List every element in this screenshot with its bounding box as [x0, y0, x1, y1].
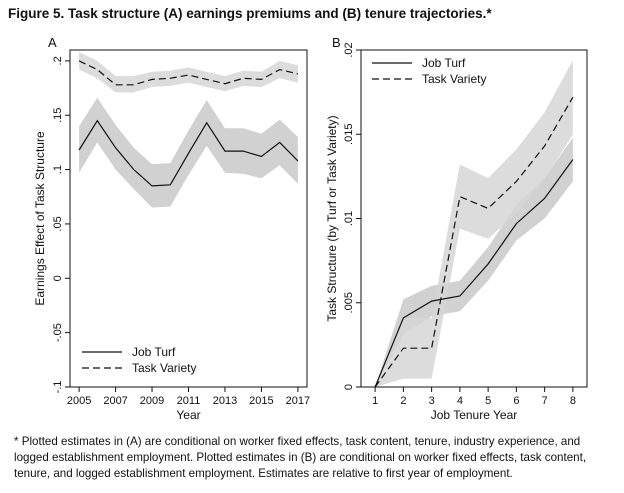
- panel-a-y-tick-label: .1: [52, 165, 64, 174]
- panel-a-x-tick-label: 2005: [67, 395, 91, 407]
- panel-a-legend-label: Job Turf: [132, 345, 176, 359]
- panel-a: A 2005 2007 2009 2011 2013 2015 2017 -.1 -.05 0.…: [33, 35, 310, 422]
- panel-b-line-task-variety: [374, 96, 574, 388]
- panel-b: B 1 2 3 4 5 6 7 8 0 .005 .01 .015 .02 Job Tenure Ye…: [325, 35, 588, 422]
- panel-a-y-tick-label: .05: [52, 216, 64, 231]
- panel-a-y-tick-label: 0: [52, 275, 64, 281]
- panel-a-y-tick-label: .2: [52, 56, 64, 65]
- panel-a-x-tick-label: 2017: [286, 395, 310, 407]
- panel-b-legend-label: Job Turf: [422, 56, 466, 70]
- panel-a-x-axis-title: Year: [176, 408, 200, 422]
- figure-title: Figure 5. Task structure (A) earnings pr…: [8, 6, 492, 21]
- panel-a-line-task-variety: [78, 60, 299, 86]
- panel-b-y-tick-label: .01: [343, 211, 355, 226]
- panel-b-legend-label: Task Variety: [422, 72, 486, 86]
- panel-b-x-tick-label: 1: [372, 395, 378, 407]
- panel-b-x-tick-label: 2: [400, 395, 406, 407]
- panel-a-x-tick-label: 2015: [249, 395, 273, 407]
- panel-b-y-tick-label: 0: [343, 384, 355, 390]
- panel-a-line-job-turf: [78, 119, 299, 187]
- panel-b-x-tick-label: 6: [513, 395, 519, 407]
- panel-b-line-job-turf: [374, 159, 574, 388]
- panel-b-letter: B: [332, 35, 341, 50]
- panel-b-y-tick-label: .02: [343, 42, 355, 57]
- panel-b-y-axis-title: Task Structure (by Turf or Task Variety): [325, 115, 339, 321]
- panel-a-legend-label: Task Variety: [132, 361, 196, 375]
- panel-a-x-tick-label: 2009: [140, 395, 164, 407]
- panel-a-letter: A: [48, 35, 57, 50]
- panel-a-ci-band-task-variety: [79, 52, 298, 93]
- figure-chart-svg: A 2005 2007 2009 2011 2013 2015 2017 -.1-.050.…: [33, 35, 588, 422]
- panel-a-y-tick-label: -.05: [52, 323, 64, 342]
- panel-b-x-tick-label: 8: [570, 395, 576, 407]
- panel-a-y-axis-title: Earnings Effect of Task Structure: [33, 131, 47, 306]
- panel-a-x-tick-label: 2013: [213, 395, 237, 407]
- panel-a-y-tick-label: .15: [52, 108, 64, 123]
- panel-b-ci-band-task-variety: [375, 60, 573, 387]
- panel-a-x-tick-label: 2007: [103, 395, 127, 407]
- panel-a-y-tick-label: -.1: [52, 381, 64, 394]
- panel-b-x-tick-label: 7: [542, 395, 548, 407]
- panel-a-x-tick-label: 2011: [177, 395, 201, 407]
- panel-b-x-tick-label: 5: [485, 395, 491, 407]
- panel-a-legend: Job Turf Task Variety: [82, 345, 196, 375]
- panel-b-x-axis-title: Job Tenure Year: [431, 408, 518, 422]
- panel-b-y-tick-label: .005: [343, 292, 355, 313]
- panel-b-legend: Job Turf Task Variety: [372, 56, 486, 86]
- panel-b-x-tick-label: 3: [429, 395, 435, 407]
- panel-b-y-tick-label: .015: [343, 124, 355, 145]
- panel-a-frame: [69, 49, 308, 388]
- panel-b-x-tick-label: 4: [457, 395, 463, 407]
- figure-footnote: * Plotted estimates in (A) are condition…: [14, 435, 587, 480]
